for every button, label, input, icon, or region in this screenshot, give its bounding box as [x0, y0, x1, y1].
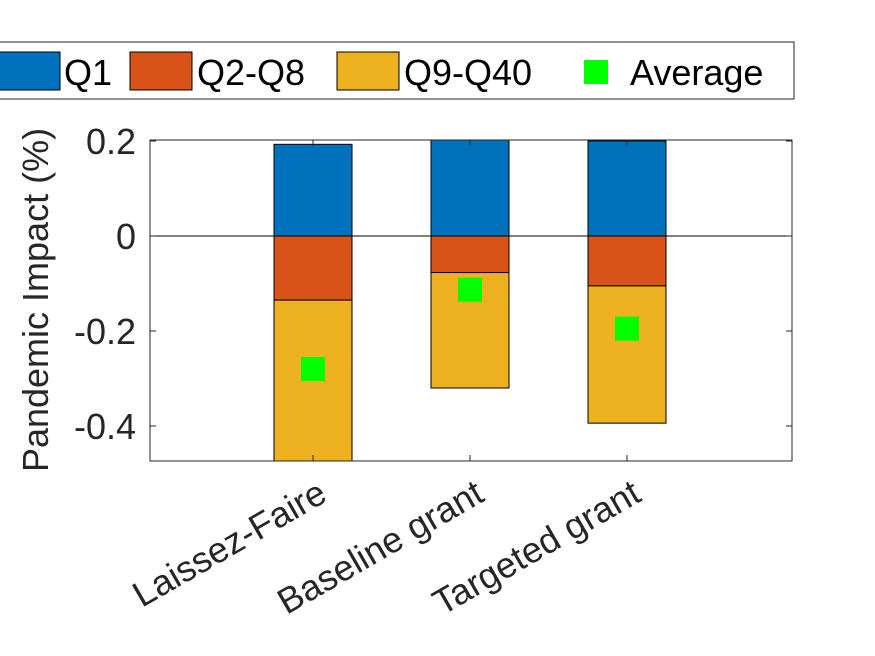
y-tick-label: 0	[116, 216, 136, 257]
bars-group	[273, 140, 667, 461]
legend-swatch-q9-q40	[336, 51, 400, 91]
bar-q2-q8-3	[587, 235, 667, 287]
legend-swatch-average	[584, 60, 608, 84]
average-marker-1	[301, 357, 325, 381]
y-tick-label: -0.4	[74, 406, 136, 447]
average-marker-3	[615, 316, 639, 341]
legend: Q1 Q2-Q8 Q9-Q40 Average	[0, 41, 795, 100]
axes-group	[149, 139, 793, 462]
legend-label-q9-q40: Q9-Q40	[404, 52, 532, 93]
legend-swatch-q1	[0, 51, 61, 91]
y-tick-label: 0.2	[86, 121, 136, 162]
bar-q1-2	[430, 140, 510, 237]
bar-q9-q40-1	[273, 299, 353, 461]
legend-label-q1: Q1	[64, 52, 112, 93]
legend-label-average: Average	[630, 52, 763, 93]
y-tick-label: -0.2	[74, 311, 136, 352]
legend-swatch-q2-q8	[129, 51, 193, 91]
average-markers-group	[301, 277, 639, 381]
bar-q9-q40-3	[587, 285, 667, 424]
average-marker-2	[458, 277, 482, 302]
bar-q2-q8-2	[430, 235, 510, 274]
y-axis-label: Pandemic Impact (%)	[15, 128, 56, 472]
bar-q1-3	[587, 140, 667, 237]
bar-q1-1	[273, 143, 353, 237]
axes-box	[149, 139, 793, 462]
legend-label-q2-q8: Q2-Q8	[197, 52, 305, 93]
bar-q2-q8-1	[273, 235, 353, 301]
y-tick-labels: 0.2 0 -0.2 -0.4	[74, 121, 136, 447]
